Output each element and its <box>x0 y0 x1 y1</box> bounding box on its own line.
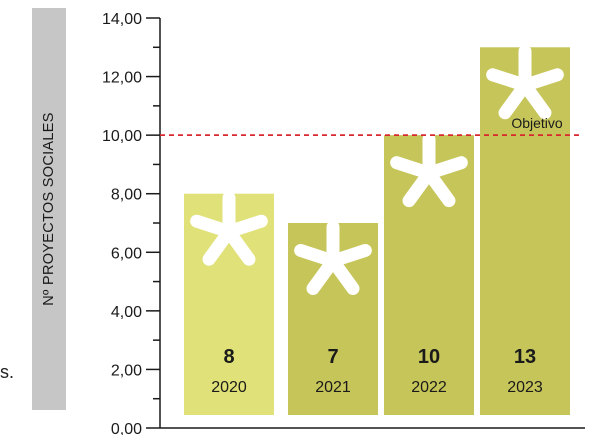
y-tick-label: 4,00 <box>111 304 142 321</box>
asterisk-icon <box>190 191 268 266</box>
bar-value-label: 10 <box>418 346 440 368</box>
bar-value-label: 7 <box>327 346 338 368</box>
y-tick-label: 8,00 <box>111 187 142 204</box>
y-tick-label: 6,00 <box>111 245 142 262</box>
asterisk-icon <box>486 44 564 120</box>
bar <box>480 47 570 416</box>
y-tick-label: 0,00 <box>111 421 142 435</box>
bar-category-label: 2020 <box>211 379 247 396</box>
y-tick-label: 12,00 <box>102 70 142 87</box>
clipped-text-fragment: s. <box>0 362 15 382</box>
bar-category-label: 2021 <box>315 379 351 396</box>
asterisk-icon <box>390 132 468 208</box>
y-axis-label-band <box>32 8 66 410</box>
bar-category-label: 2023 <box>507 379 543 396</box>
bar-value-label: 8 <box>223 346 234 368</box>
bar-category-label: 2022 <box>411 379 447 396</box>
y-tick-label: 14,00 <box>102 11 142 28</box>
target-label: Objetivo <box>511 115 563 131</box>
y-tick-label: 10,00 <box>102 128 142 145</box>
asterisk-icon <box>294 220 372 296</box>
bar-value-label: 13 <box>514 346 536 368</box>
y-tick-label: 2,00 <box>111 362 142 379</box>
